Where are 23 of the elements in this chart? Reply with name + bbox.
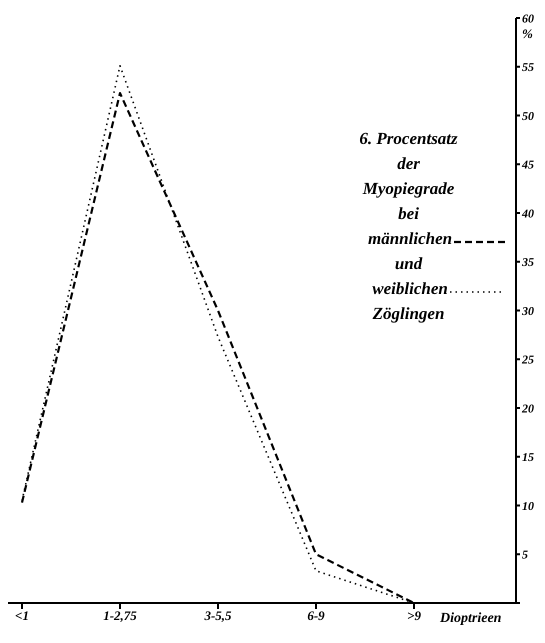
- y-tick-label: 15: [522, 450, 534, 464]
- y-axis-title: %: [522, 26, 533, 42]
- legend-label: männlichen: [368, 228, 452, 250]
- y-tick-label: 55: [522, 60, 534, 74]
- y-tick-label: 50: [522, 108, 534, 123]
- x-tick-label: <1: [15, 608, 29, 624]
- y-tick-label: 35: [521, 255, 534, 270]
- legend-label: weiblichen: [372, 278, 448, 300]
- y-tick-label: 25: [521, 352, 534, 367]
- y-tick-label: 60: [522, 11, 534, 26]
- y-tick-label: 10: [522, 498, 534, 513]
- annotation: Zöglingen: [372, 303, 446, 325]
- x-tick-label: 1-2,75: [103, 608, 138, 624]
- x-axis-title: Dioptrieen: [440, 611, 502, 627]
- y-tick-label: 5: [522, 548, 528, 562]
- y-tick-label: 45: [521, 158, 534, 172]
- y-tick-label: 20: [521, 401, 534, 416]
- y-tick-label: 30: [521, 304, 534, 318]
- x-tick-label: >9: [407, 608, 422, 624]
- y-tick-label: 40: [521, 206, 534, 220]
- x-tick-label: 6-9: [307, 608, 326, 624]
- annotation: und: [394, 253, 424, 275]
- x-tick-label: 3-5,5: [203, 608, 232, 624]
